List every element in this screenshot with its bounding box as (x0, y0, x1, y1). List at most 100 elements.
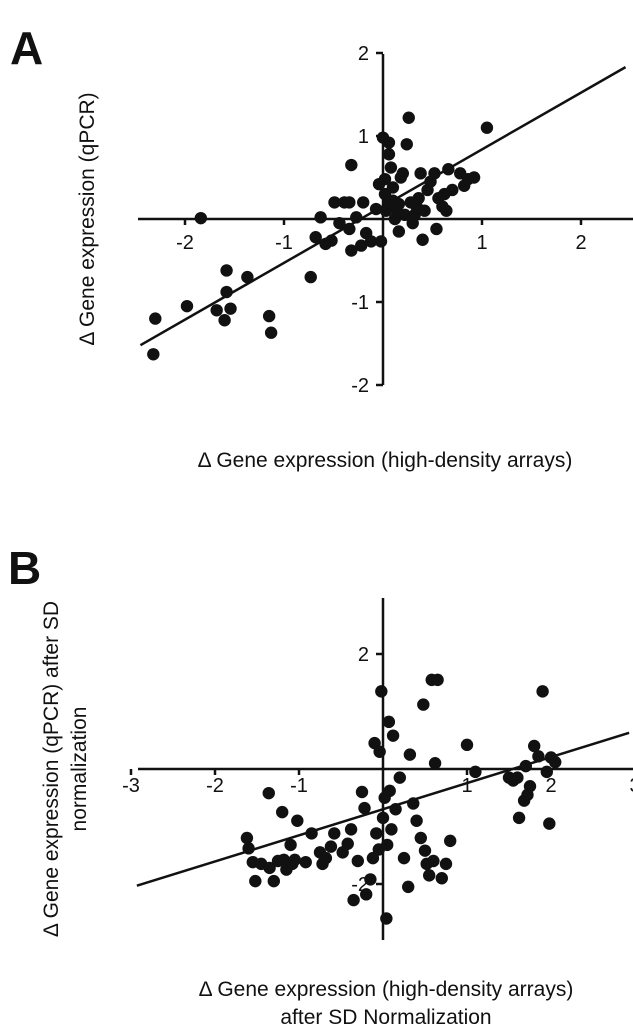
panel-b-data-point (360, 888, 373, 901)
panel-a-y-tick-label: -2 (351, 375, 369, 397)
panel-b-data-point (375, 685, 388, 698)
panel-b-data-point (402, 880, 415, 894)
panel-a-data-point (428, 167, 441, 180)
panel-b-data-point (536, 685, 549, 698)
panel-b-data-point (540, 765, 553, 779)
panel-a-x-tick-label: -2 (176, 232, 194, 254)
panel-a-data-point (149, 312, 162, 325)
panel-b-data-point (414, 831, 427, 845)
panel-a-data-point (328, 196, 341, 209)
panel-b-data-point (305, 827, 318, 840)
panel-b-data-point (444, 834, 457, 848)
panel-b-data-point (469, 765, 482, 779)
panel-b-data-point (355, 785, 369, 799)
panel-a-data-point (396, 167, 409, 180)
panel-b-data-point (519, 759, 532, 773)
panel-b-y-axis-title: Δ Gene expression (qPCR) after SD normali… (40, 601, 91, 937)
panel-a-x-tick-label: -1 (275, 232, 293, 254)
panel-b-data-point (276, 805, 289, 819)
panel-a-data-point (374, 235, 388, 248)
panel-a-data-point (304, 270, 317, 284)
panel-b-x-tick-label: -1 (290, 775, 308, 797)
panel-b-data-point (511, 771, 524, 784)
panel-b-x-tick-label: -3 (122, 775, 140, 797)
panel-a-data-point (309, 231, 322, 244)
panel-a-data-point (218, 314, 231, 327)
panel-a-data-point (224, 302, 237, 315)
panel-b-data-point (291, 814, 304, 827)
panel-b-x-axis-title: Δ Gene expression (high-density arrays) a… (199, 978, 574, 1029)
panel-a-data-point (350, 211, 363, 224)
panel-b-data-point (423, 869, 436, 882)
panel-b-data-point (267, 874, 280, 888)
panel-b-data-point (288, 853, 301, 867)
panel-a-data-point (220, 264, 233, 277)
panel-a-chart: A -2 -1 1 2 2 1 -1 -2 Δ Gene expression (high-d… (10, 22, 633, 472)
panel-b-data-point (523, 780, 537, 793)
panel-a-data-point (147, 348, 160, 361)
panel-b-data-point (385, 823, 398, 836)
panel-b-x-tick-label: 2 (545, 775, 556, 797)
panel-a-data-point (325, 234, 338, 247)
panel-a-data-point (440, 204, 453, 217)
panel-b-data-point (549, 755, 562, 769)
panel-b-data-point (328, 827, 341, 840)
panel-a-letter: A (10, 22, 43, 74)
panel-b-data-point (364, 873, 377, 886)
panel-a-data-point (194, 211, 208, 225)
panel-b-data-point (543, 817, 556, 830)
panel-b-data-point (262, 786, 275, 800)
panel-a-x-tick-label: 2 (575, 232, 586, 254)
panel-a-data-point (262, 309, 276, 323)
panel-a-data-point (392, 197, 406, 211)
panel-b-data-point (358, 801, 371, 815)
panel-b-data-point (383, 784, 396, 798)
panel-b-data-point (324, 840, 338, 853)
panel-a-data-point (343, 222, 356, 236)
panel-b-chart: B -3-2-11232-2 Δ Gene expression (high-d… (8, 542, 633, 1029)
panel-a-data-point (430, 222, 443, 236)
panel-a-data-point (333, 216, 346, 230)
panel-a-data-point (357, 196, 370, 209)
panel-b-data-point (393, 771, 406, 784)
panel-a-data-point (414, 167, 427, 180)
panel-b-data-point (439, 857, 453, 871)
panel-b-data-point (397, 851, 411, 865)
panel-b-x-tick-label: -2 (206, 775, 224, 797)
panel-b-x-tick-label: 3 (629, 775, 633, 797)
panel-b-data-point (351, 854, 364, 868)
panel-a-data-point (382, 136, 396, 149)
panel-a-y-tick-label: -1 (351, 292, 369, 314)
panel-a-data-point (220, 285, 233, 299)
panel-a-points (147, 111, 494, 361)
panel-a-data-point (382, 148, 396, 161)
panel-a-data-point (386, 181, 400, 194)
panel-a-data-point (416, 233, 429, 246)
panel-a-data-point (180, 299, 194, 313)
panel-a-data-point (442, 163, 455, 176)
panel-a-data-point (480, 121, 494, 134)
panel-b-data-point (389, 803, 402, 816)
panel-a-data-point (264, 326, 278, 339)
panel-a-data-point (392, 225, 406, 238)
panel-a-data-point (398, 208, 411, 222)
panel-b-data-point (512, 811, 526, 825)
panel-b-data-point (382, 715, 396, 729)
panel-b-data-point (386, 729, 400, 742)
panel-b-data-point (380, 912, 393, 925)
panel-b-y-tick-label: 2 (358, 644, 369, 666)
panel-a-data-point (384, 161, 398, 174)
panel-a-data-point (388, 212, 402, 226)
panel-a-data-point (402, 111, 415, 124)
panel-b-data-point (341, 837, 354, 850)
panel-b-data-point (403, 748, 417, 761)
panel-b-data-point (370, 827, 383, 840)
panel-a-y-tick-label: 2 (358, 43, 369, 65)
panel-b-data-point (376, 811, 390, 825)
panel-b-data-point (347, 893, 360, 907)
panel-b-data-point (242, 842, 255, 855)
panel-b-x-tick-label: 1 (461, 775, 472, 797)
panel-b-data-point (435, 872, 448, 885)
panel-a-data-point (345, 244, 358, 257)
